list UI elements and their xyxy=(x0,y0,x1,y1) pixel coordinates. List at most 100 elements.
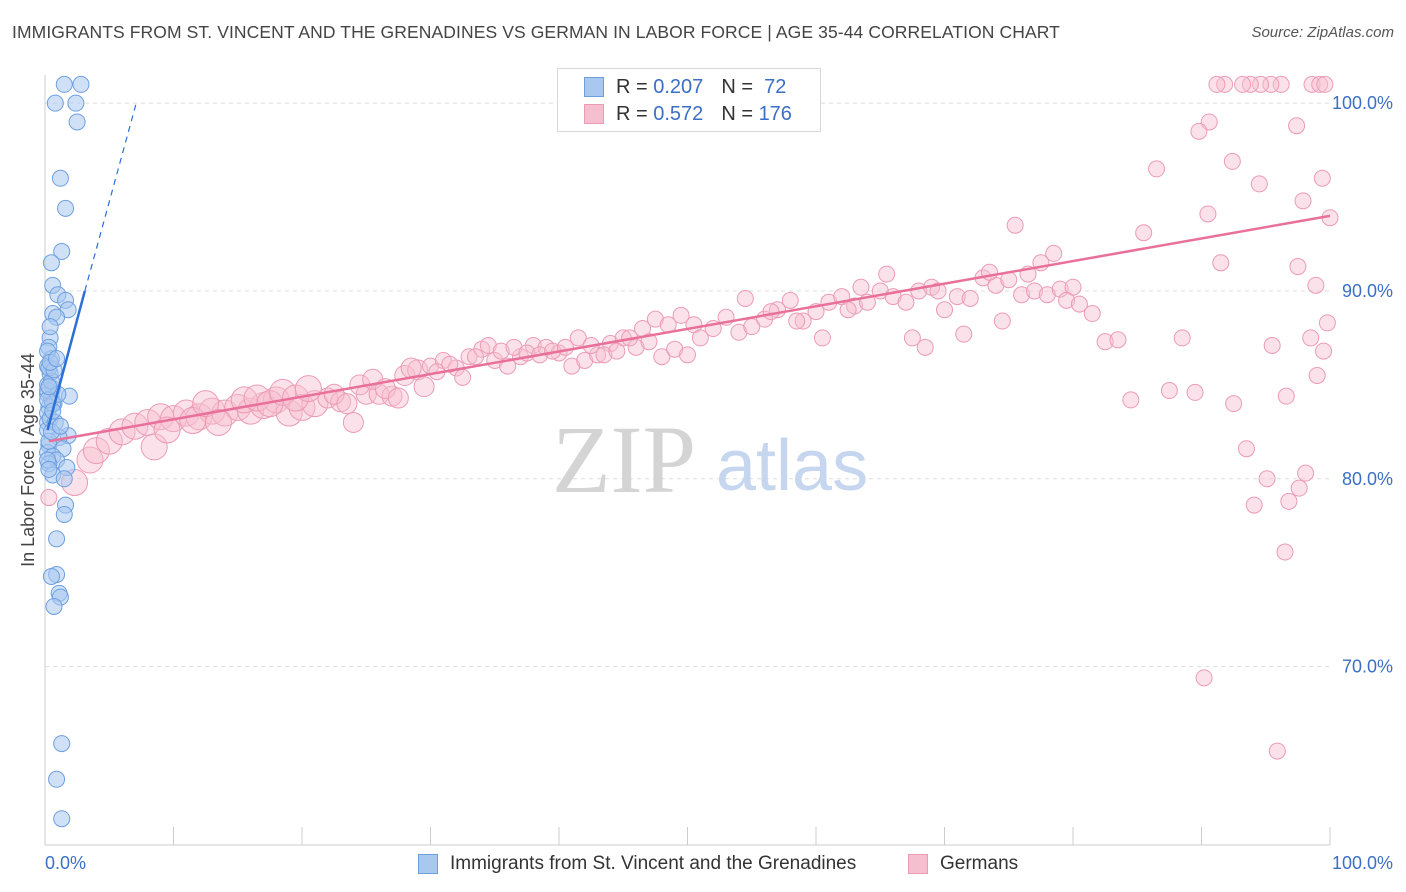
germans-point xyxy=(1268,742,1286,760)
germans-point xyxy=(1262,75,1280,93)
n-label: N = xyxy=(721,102,753,125)
immigrants-point xyxy=(45,597,63,615)
germans-point xyxy=(1311,75,1329,93)
germans-point xyxy=(1045,244,1063,262)
legend-label-germans: Germans xyxy=(940,853,1019,874)
germans-point xyxy=(1186,383,1204,401)
y-tick-label: 100.0% xyxy=(1332,93,1393,113)
blue-swatch xyxy=(584,77,604,97)
germans-point xyxy=(1245,496,1263,514)
r-value: 0.207 xyxy=(653,75,704,98)
germans-point xyxy=(204,408,232,436)
germans-point xyxy=(672,306,690,324)
germans-point xyxy=(1272,75,1290,93)
germans-point xyxy=(627,338,645,356)
germans-trend-line xyxy=(48,214,1331,443)
r-label: R = xyxy=(616,102,648,125)
immigrants-point xyxy=(51,169,69,187)
immigrants-point xyxy=(42,567,60,585)
germans-point xyxy=(563,357,581,375)
grid-lines xyxy=(45,102,1330,668)
stats-row-immigrants: R = 0.207 N = 72 xyxy=(584,74,786,100)
germans-point xyxy=(1290,479,1308,497)
germans-point xyxy=(1212,254,1230,272)
immigrants-point xyxy=(42,254,60,272)
germans-point xyxy=(1109,331,1127,349)
immigrants-trend-extension xyxy=(84,103,137,292)
germans-point xyxy=(1237,440,1255,458)
germans-point xyxy=(736,289,754,307)
immigrants-point xyxy=(67,94,85,112)
germans-point xyxy=(852,278,870,296)
stats-row-germans: R = 0.572 N = 176 xyxy=(584,101,792,127)
y-axis-label: In Labor Force | Age 35-44 xyxy=(18,353,38,567)
germans-point xyxy=(653,348,671,366)
immigrants-point xyxy=(55,75,73,93)
legend-label-immigrants: Immigrants from St. Vincent and the Gren… xyxy=(450,853,857,874)
n-value: 176 xyxy=(758,102,792,125)
germans-point xyxy=(878,265,896,283)
germans-point xyxy=(961,289,979,307)
germans-point xyxy=(336,393,358,415)
germans-point xyxy=(466,348,484,366)
germans-point xyxy=(1277,387,1295,405)
immigrants-point xyxy=(40,378,58,396)
stats-legend: R = 0.207 N = 72 R = 0.572 N = 176 xyxy=(557,68,821,132)
germans-point xyxy=(788,312,806,330)
germans-point xyxy=(1316,75,1334,93)
germans-point xyxy=(1173,329,1191,347)
germans-point xyxy=(1195,669,1213,687)
immigrants-point xyxy=(51,417,69,435)
germans-point xyxy=(441,355,459,373)
germans-point xyxy=(1276,543,1294,561)
germans-point xyxy=(936,301,953,319)
germans-point xyxy=(589,346,607,364)
immigrants-point xyxy=(72,75,90,93)
watermark: ZIP atlas xyxy=(552,406,868,513)
germans-point xyxy=(40,489,58,507)
germans-point xyxy=(595,346,613,364)
germans-point xyxy=(1225,395,1243,413)
germans-point xyxy=(1025,282,1043,300)
immigrants-point xyxy=(55,505,73,523)
immigrants-point xyxy=(48,530,66,548)
tick-labels: 70.0% 80.0% 90.0% 100.0% 0.0% 100.0% xyxy=(45,93,1393,873)
immigrants-point xyxy=(40,460,58,478)
germans-point xyxy=(666,340,684,358)
germans-point xyxy=(576,351,594,369)
x-tick-label: 100.0% xyxy=(1332,853,1393,873)
immigrants-point xyxy=(53,243,71,261)
immigrants-point xyxy=(48,350,66,368)
r-value: 0.572 xyxy=(653,102,704,125)
germans-point xyxy=(479,336,497,354)
immigrants-point xyxy=(48,770,66,788)
germans-point xyxy=(679,346,696,364)
germans-point xyxy=(1096,333,1114,351)
germans-point xyxy=(929,282,947,300)
pink-swatch xyxy=(908,854,928,874)
germans-point xyxy=(1148,160,1166,178)
germans-point xyxy=(1083,305,1101,323)
germans-point xyxy=(1160,382,1178,400)
germans-point xyxy=(1223,152,1241,170)
chart-title: IMMIGRANTS FROM ST. VINCENT AND THE GREN… xyxy=(12,22,1060,42)
germans-point xyxy=(1307,276,1325,294)
germans-point xyxy=(1308,366,1326,384)
watermark-atlas: atlas xyxy=(716,426,868,506)
germans-point xyxy=(454,368,472,386)
germans-point xyxy=(1208,75,1226,93)
legend-item-immigrants[interactable]: Immigrants from St. Vincent and the Gren… xyxy=(418,851,856,877)
immigrants-point xyxy=(41,318,59,336)
trend-lines xyxy=(46,103,1331,443)
immigrants-point xyxy=(55,470,73,488)
legend-item-germans[interactable]: Germans xyxy=(908,851,1018,877)
germans-point xyxy=(916,338,934,356)
germans-point xyxy=(1070,295,1088,313)
pink-swatch xyxy=(584,104,604,124)
immigrants-trend-line xyxy=(46,290,87,431)
germans-point xyxy=(1013,286,1031,304)
germans-point xyxy=(1122,391,1140,409)
germans-point xyxy=(1199,205,1217,223)
r-label: R = xyxy=(616,75,648,98)
germans-point xyxy=(1294,192,1312,210)
